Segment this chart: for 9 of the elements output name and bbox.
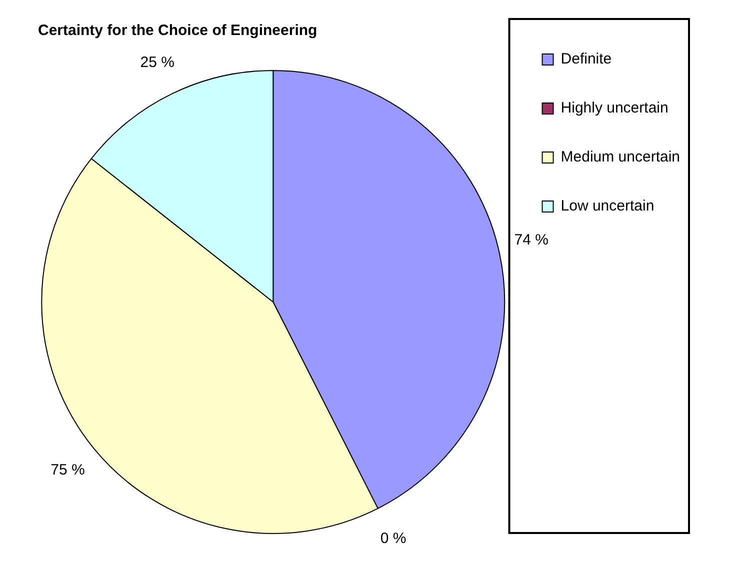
legend-label: Definite: [560, 50, 612, 68]
data-label: 25 %: [140, 54, 174, 72]
legend-label: Low uncertain: [560, 198, 654, 215]
legend-label: Medium uncertain: [560, 148, 680, 166]
data-label: 74 %: [514, 231, 548, 248]
text: 0 %: [380, 530, 406, 547]
legend-label: Highly uncertain: [560, 100, 668, 117]
data-label: 75 %: [50, 461, 85, 478]
chart-title: Certainty for the Choice of Engineering: [38, 22, 318, 40]
